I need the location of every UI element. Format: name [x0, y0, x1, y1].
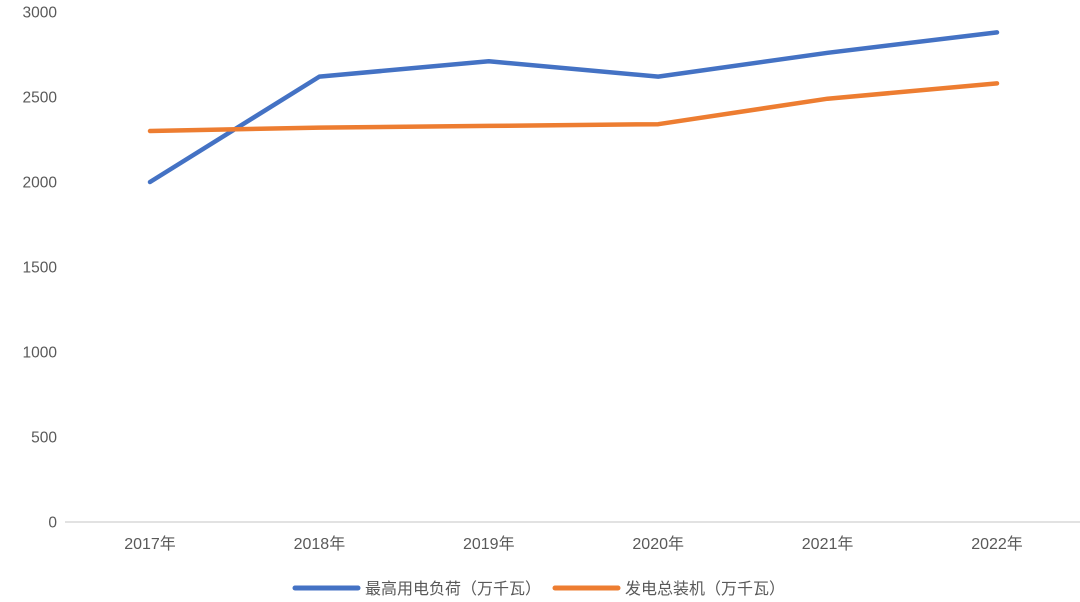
y-tick-label: 0: [48, 515, 57, 532]
y-tick-label: 3000: [23, 5, 58, 22]
x-tick-label: 2021年: [802, 535, 854, 553]
y-tick-label: 1000: [23, 345, 58, 362]
series-lines: [147, 30, 1000, 185]
y-axis-tick-labels: 0 500 1000 1500 2000 2500 3000: [23, 5, 58, 532]
x-tick-label: 2017年: [124, 535, 176, 553]
legend-label-1: 发电总装机（万千瓦）: [625, 580, 785, 598]
x-axis-tick-labels: 2017年 2018年 2019年 2020年 2021年 2022年: [124, 535, 1023, 553]
legend-label-0: 最高用电负荷（万千瓦）: [365, 580, 541, 598]
x-tick-label: 2022年: [971, 535, 1023, 553]
y-tick-label: 2000: [23, 175, 58, 192]
x-tick-label: 2018年: [294, 535, 346, 553]
legend-item-1: 发电总装机（万千瓦）: [552, 580, 785, 598]
chart-legend: 最高用电负荷（万千瓦） 发电总装机（万千瓦）: [292, 580, 785, 598]
series-line-1: [147, 81, 1000, 134]
series-line-0: [147, 30, 1000, 185]
y-tick-label: 1500: [23, 260, 58, 277]
y-tick-label: 500: [31, 430, 57, 447]
legend-item-0: 最高用电负荷（万千瓦）: [292, 580, 541, 598]
y-tick-label: 2500: [23, 90, 58, 107]
x-tick-label: 2019年: [463, 535, 515, 553]
x-tick-label: 2020年: [632, 535, 684, 553]
